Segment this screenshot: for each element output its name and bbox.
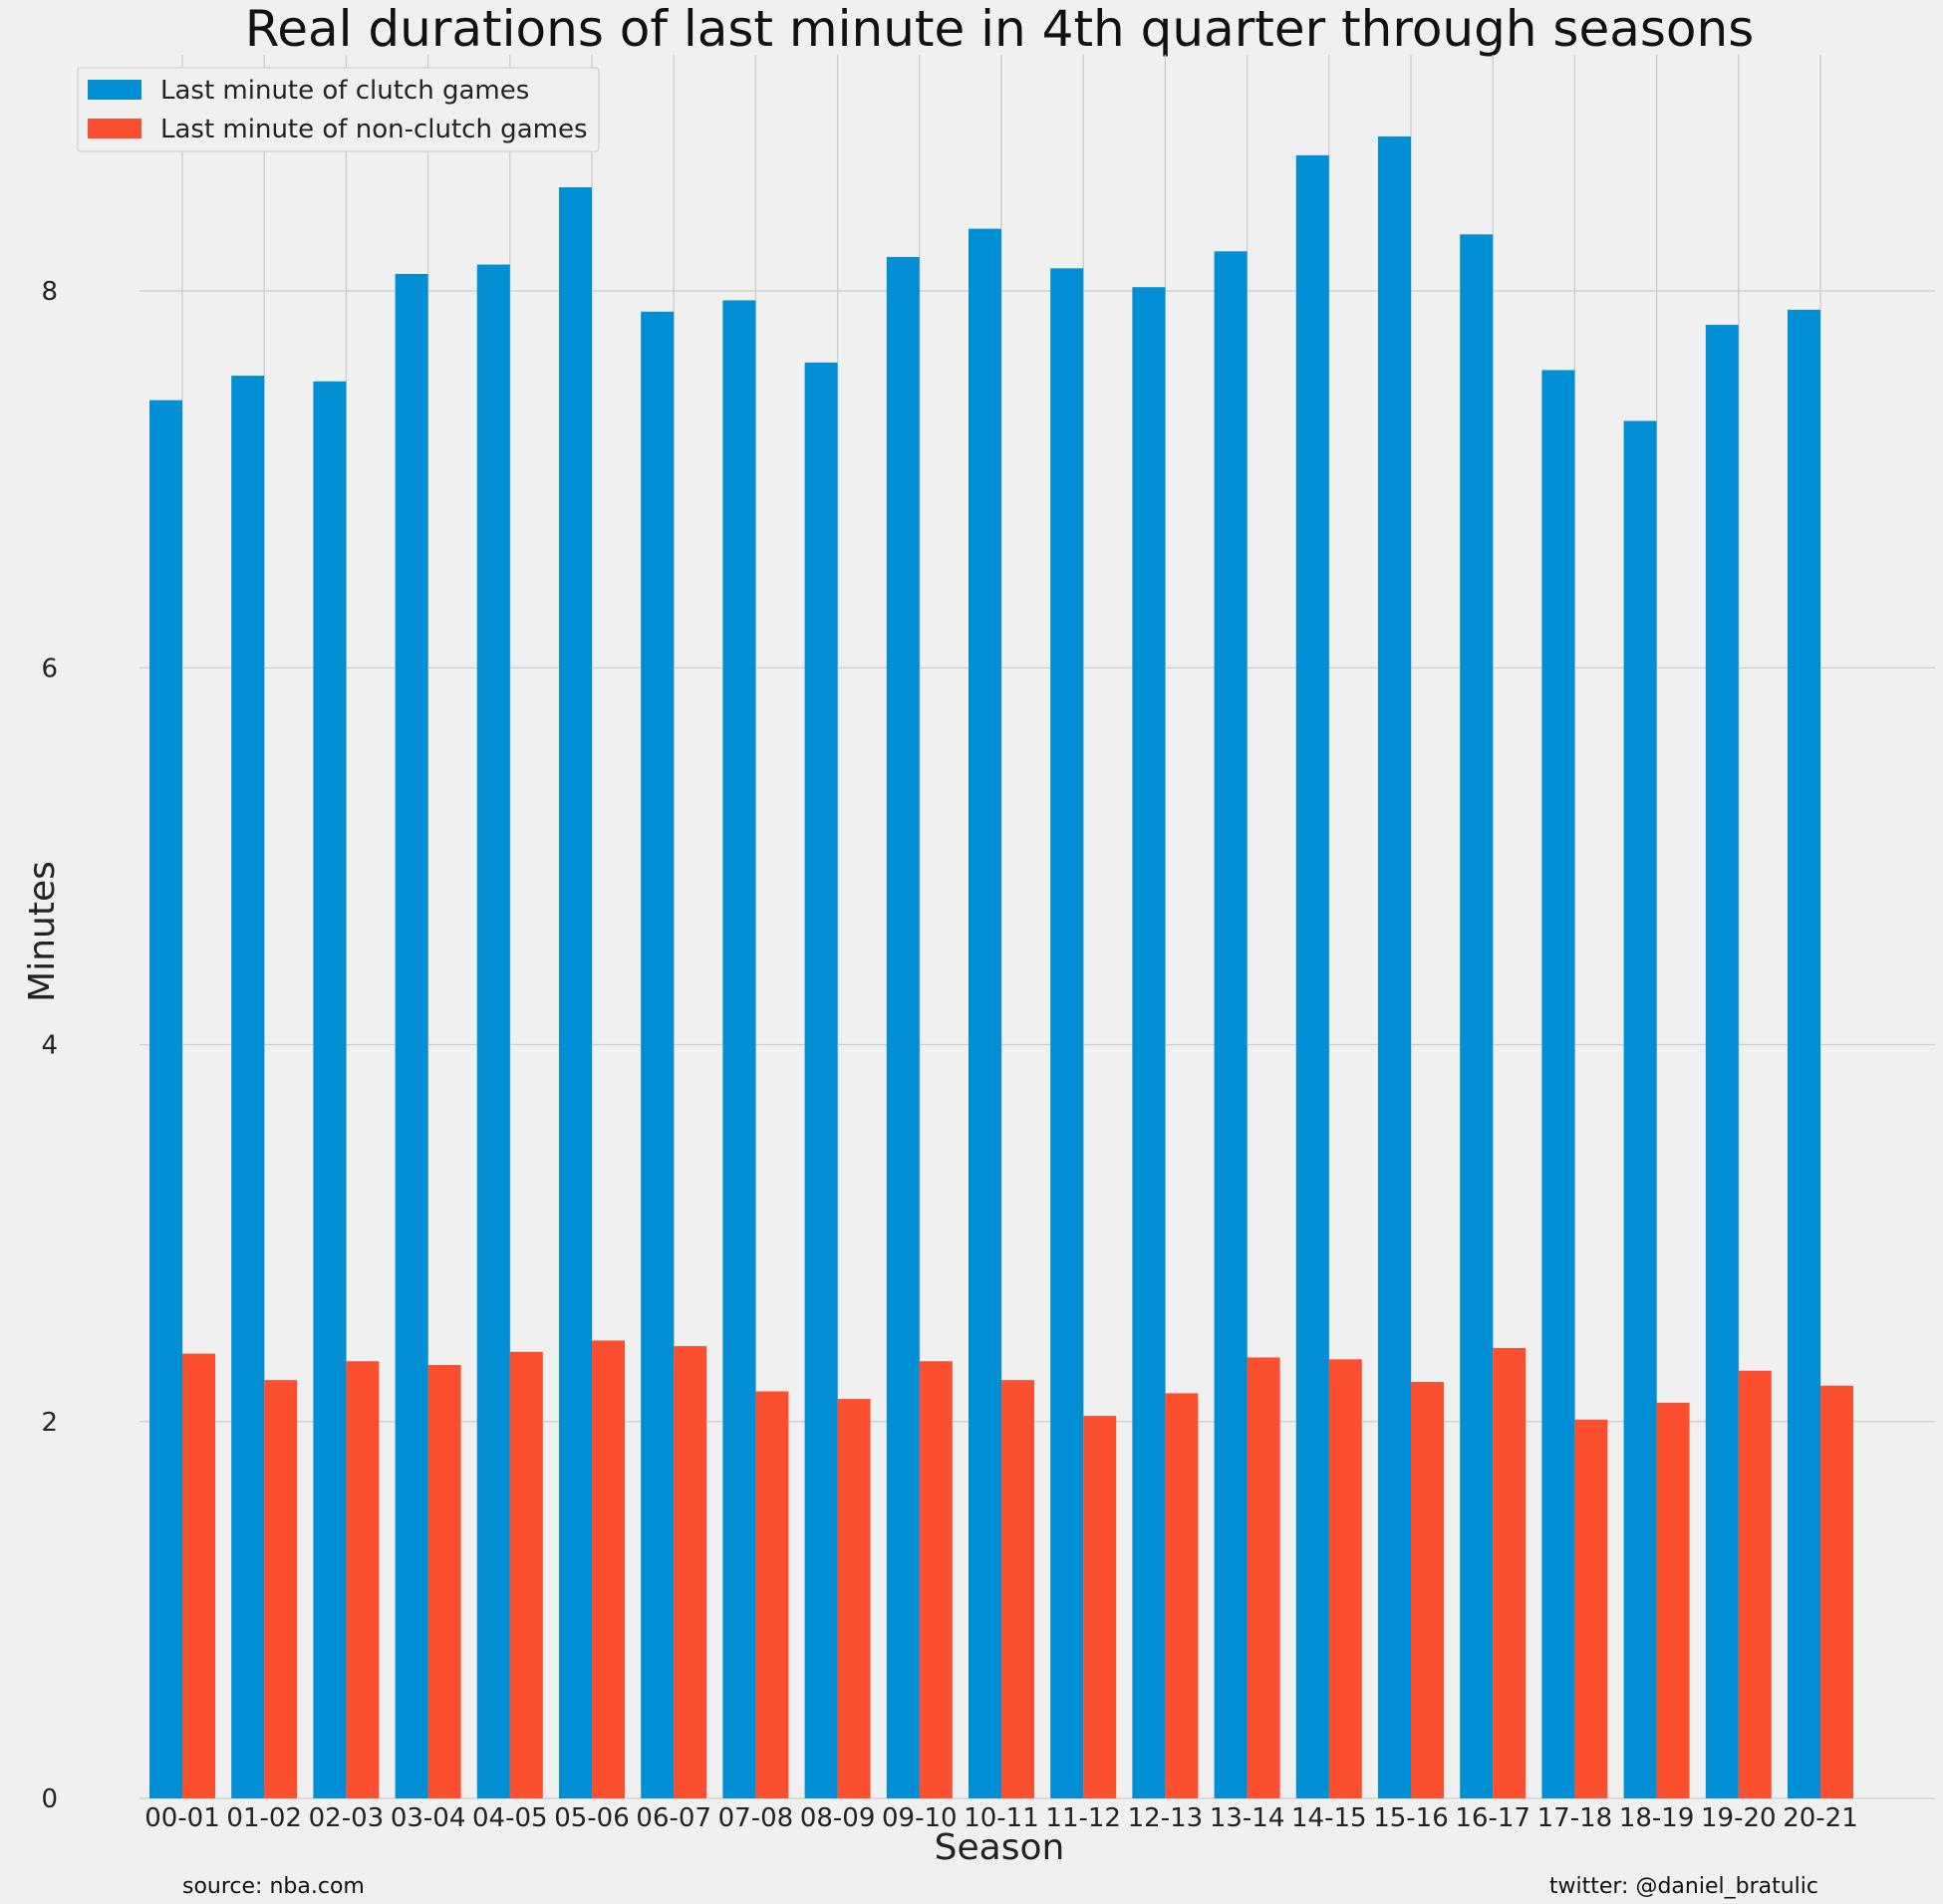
bar-clutch — [1214, 251, 1248, 1799]
x-ticks: 00-01 01-02 02-03 03-04 04-05 05-06 06-07 07-08… — [144, 1803, 1858, 1833]
bar-clutch — [1378, 136, 1411, 1799]
x-tick-label: 03-04 — [391, 1803, 466, 1833]
bar-clutch — [1623, 420, 1657, 1799]
x-tick-label: 06-07 — [636, 1803, 711, 1833]
bar-non-clutch — [1328, 1359, 1362, 1798]
bar-clutch — [722, 300, 756, 1798]
bar-non-clutch — [592, 1340, 625, 1798]
x-tick-label: 01-02 — [226, 1803, 302, 1833]
x-tick-label: 16-17 — [1455, 1803, 1530, 1833]
bar-clutch — [969, 228, 1001, 1798]
bar-clutch — [1295, 154, 1329, 1799]
bar-non-clutch — [1493, 1347, 1527, 1798]
x-tick-label: 02-03 — [309, 1803, 385, 1833]
x-tick-label: 10-11 — [964, 1803, 1039, 1833]
bar-non-clutch — [674, 1346, 707, 1798]
bar-clutch — [476, 264, 510, 1799]
legend-label-non-clutch: Last minute of non-clutch games — [160, 115, 588, 144]
y-tick-label: 2 — [41, 1408, 58, 1438]
credit-note: twitter: @daniel_bratulic — [1549, 1874, 1818, 1899]
bar-non-clutch — [509, 1351, 543, 1798]
bar-non-clutch — [755, 1391, 789, 1798]
source-note: source: nba.com — [182, 1874, 365, 1899]
bar-clutch — [395, 273, 428, 1798]
bar-non-clutch — [1001, 1380, 1034, 1798]
y-tick-label: 4 — [41, 1031, 58, 1061]
x-tick-label: 04-05 — [472, 1803, 548, 1833]
x-tick-label: 13-14 — [1210, 1803, 1285, 1833]
bar-clutch — [1460, 234, 1494, 1799]
chart-title: Real durations of last minute in 4th qua… — [245, 0, 1755, 58]
bar-clutch — [1132, 287, 1166, 1798]
bar-clutch — [231, 376, 265, 1799]
bar-non-clutch — [919, 1361, 953, 1798]
bar-non-clutch — [1656, 1402, 1690, 1798]
legend-swatch-non-clutch — [88, 119, 141, 138]
y-tick-label: 6 — [41, 654, 58, 683]
bar-non-clutch — [1411, 1382, 1444, 1798]
bar-non-clutch — [1738, 1370, 1772, 1798]
x-tick-label: 20-21 — [1783, 1803, 1858, 1833]
bar-clutch — [1541, 370, 1575, 1798]
bar-clutch — [313, 381, 347, 1798]
bar-clutch — [641, 311, 675, 1799]
y-tick-label: 0 — [41, 1784, 58, 1814]
bar-non-clutch — [1247, 1357, 1280, 1798]
bar-non-clutch — [837, 1399, 871, 1798]
x-tick-label: 12-13 — [1128, 1803, 1204, 1833]
x-axis-label: Season — [935, 1827, 1065, 1868]
legend-label-clutch: Last minute of clutch games — [160, 76, 529, 106]
x-tick-label: 09-10 — [882, 1803, 958, 1833]
bar-clutch — [1050, 268, 1084, 1799]
bars-layer — [149, 136, 1853, 1799]
legend-frame — [77, 67, 600, 152]
legend: Last minute of clutch games Last minute … — [77, 67, 600, 152]
x-tick-label: 15-16 — [1373, 1803, 1449, 1833]
x-tick-label: 11-12 — [1045, 1803, 1121, 1833]
x-tick-label: 07-08 — [718, 1803, 794, 1833]
bar-clutch — [804, 362, 838, 1799]
bar-non-clutch — [427, 1365, 461, 1798]
x-tick-label: 08-09 — [800, 1803, 876, 1833]
bar-non-clutch — [1165, 1393, 1199, 1798]
x-tick-label: 17-18 — [1537, 1803, 1613, 1833]
bar-non-clutch — [1083, 1416, 1117, 1798]
x-tick-label: 00-01 — [144, 1803, 220, 1833]
legend-swatch-clutch — [88, 80, 141, 100]
bar-clutch — [1788, 309, 1820, 1799]
bar-clutch — [1705, 325, 1739, 1799]
bar-non-clutch — [346, 1361, 380, 1798]
bar-non-clutch — [1574, 1419, 1608, 1798]
x-tick-label: 05-06 — [554, 1803, 630, 1833]
bar-non-clutch — [1820, 1385, 1853, 1798]
x-tick-label: 19-20 — [1701, 1803, 1777, 1833]
y-axis-label: Minutes — [22, 861, 63, 1002]
bar-clutch — [886, 256, 920, 1798]
y-ticks: 0 2 4 6 8 — [41, 277, 58, 1814]
y-tick-label: 8 — [41, 277, 58, 307]
x-tick-label: 18-19 — [1619, 1803, 1695, 1833]
bar-clutch — [149, 400, 182, 1798]
bar-clutch — [559, 186, 592, 1799]
bar-non-clutch — [182, 1353, 215, 1798]
x-tick-label: 14-15 — [1291, 1803, 1367, 1833]
bar-non-clutch — [264, 1380, 298, 1798]
